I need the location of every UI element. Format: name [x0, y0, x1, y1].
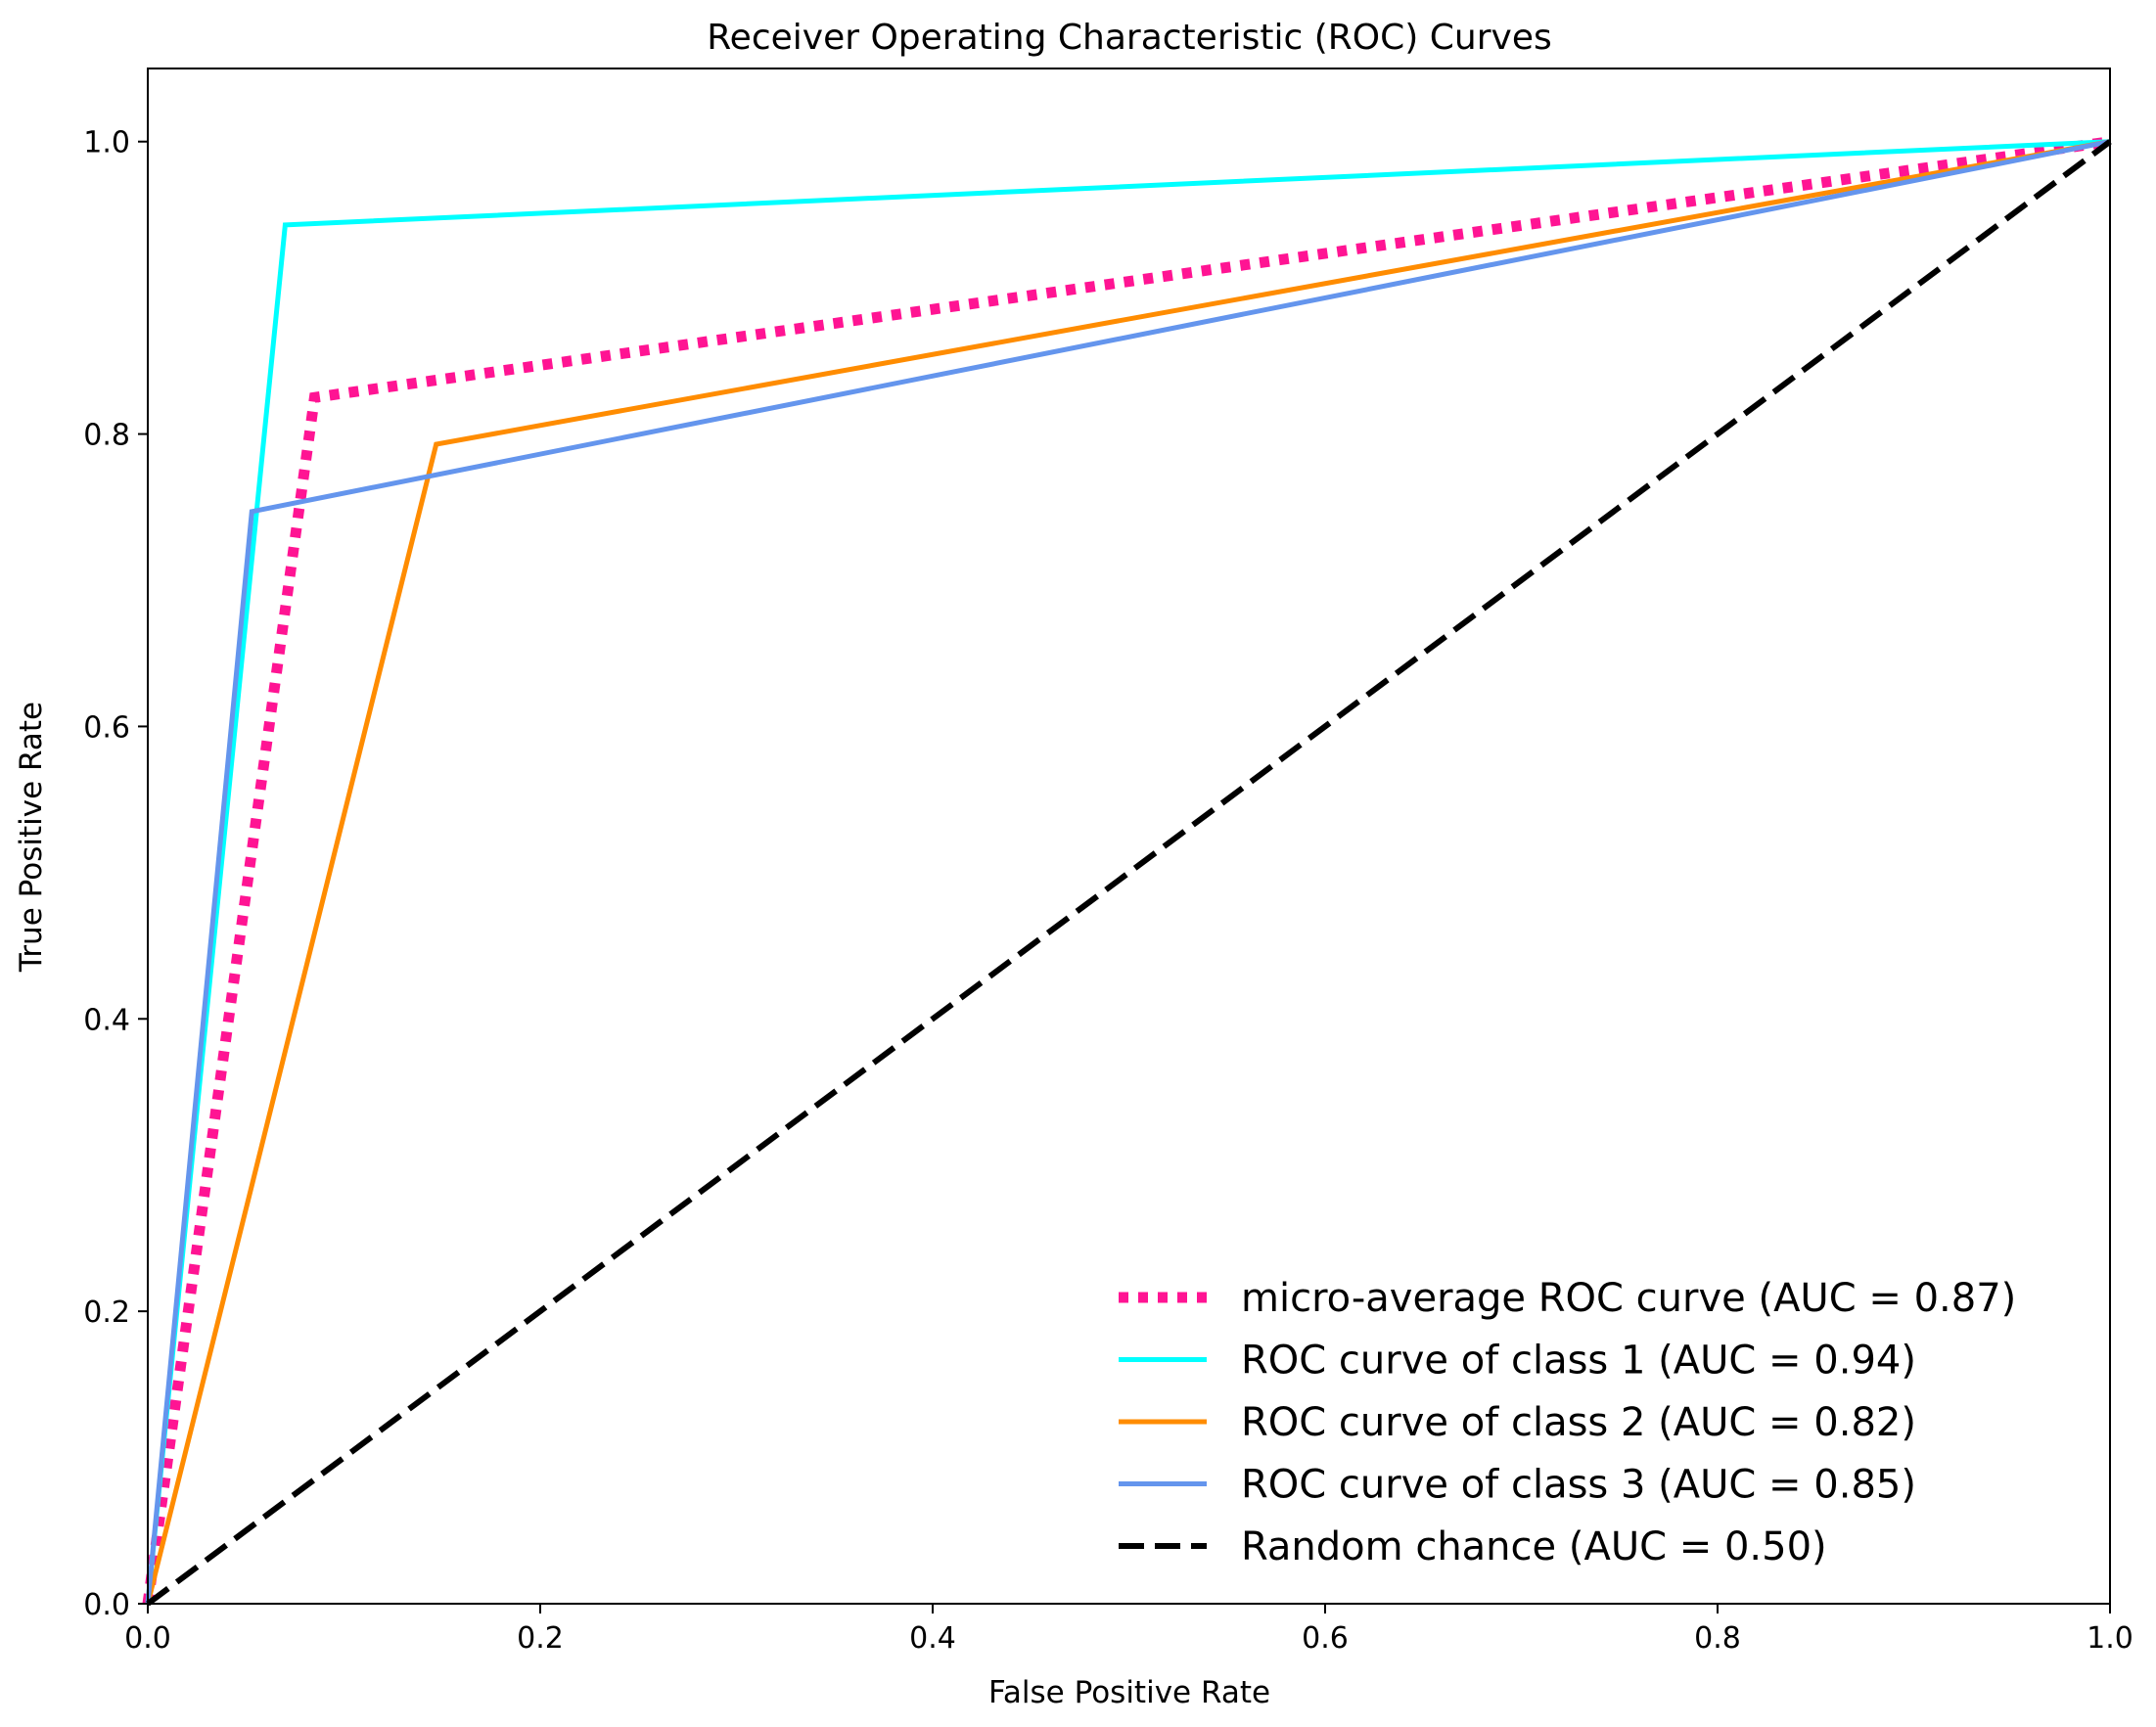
series-line-5: [146, 139, 2112, 1607]
series-layer: [142, 136, 2112, 1607]
x-tick-label: 0.2: [517, 1621, 564, 1656]
series-line-4: [145, 139, 2111, 1605]
x-tick-label: 0.0: [124, 1621, 171, 1656]
legend-label: ROC curve of class 3 (AUC = 0.85): [1241, 1463, 1916, 1508]
y-tick-label: 0.8: [83, 419, 130, 453]
x-axis: 0.0 0.2 0.4 0.6 0.8 1.0: [124, 1604, 2133, 1656]
y-tick-label: 0.0: [83, 1588, 130, 1622]
x-tick-label: 1.0: [2087, 1621, 2133, 1656]
x-tick-label: 0.6: [1302, 1621, 1349, 1656]
y-tick-label: 0.2: [83, 1295, 130, 1330]
y-axis-label: True Positive Rate: [14, 702, 49, 973]
x-tick-label: 0.8: [1694, 1621, 1741, 1656]
legend: micro-average ROC curve (AUC = 0.87) ROC …: [1119, 1276, 2016, 1569]
legend-label: micro-average ROC curve (AUC = 0.87): [1241, 1276, 2016, 1321]
y-tick-label: 1.0: [83, 126, 130, 160]
chart-title: Receiver Operating Characteristic (ROC) …: [707, 18, 1551, 58]
legend-label: Random chance (AUC = 0.50): [1241, 1524, 1827, 1569]
plot-frame: [147, 68, 2111, 1605]
y-tick-label: 0.6: [83, 710, 130, 745]
x-axis-label: False Positive Rate: [988, 1675, 1270, 1710]
legend-label: ROC curve of class 2 (AUC = 0.82): [1241, 1400, 1916, 1445]
y-tick-label: 0.4: [83, 1003, 130, 1037]
series-line-3: [145, 139, 2111, 1605]
series-line-1: [142, 136, 2111, 1605]
y-axis: 0.0 0.2 0.4 0.6 0.8 1.0: [83, 126, 148, 1622]
x-tick-label: 0.4: [909, 1621, 956, 1656]
legend-label: ROC curve of class 1 (AUC = 0.94): [1241, 1339, 1916, 1384]
